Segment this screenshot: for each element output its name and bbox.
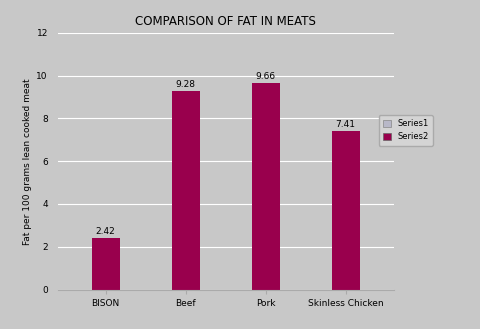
Legend: Series1, Series2: Series1, Series2: [379, 115, 433, 146]
Title: COMPARISON OF FAT IN MEATS: COMPARISON OF FAT IN MEATS: [135, 14, 316, 28]
Bar: [252, 83, 279, 290]
Text: 7.41: 7.41: [336, 120, 356, 129]
Text: 9.28: 9.28: [176, 80, 196, 89]
Bar: [332, 131, 360, 290]
Bar: [92, 238, 120, 290]
Text: 9.66: 9.66: [255, 72, 276, 81]
Y-axis label: Fat per 100 grams lean cooked meat: Fat per 100 grams lean cooked meat: [23, 78, 32, 244]
Bar: [172, 91, 200, 290]
Text: 2.42: 2.42: [96, 227, 116, 236]
